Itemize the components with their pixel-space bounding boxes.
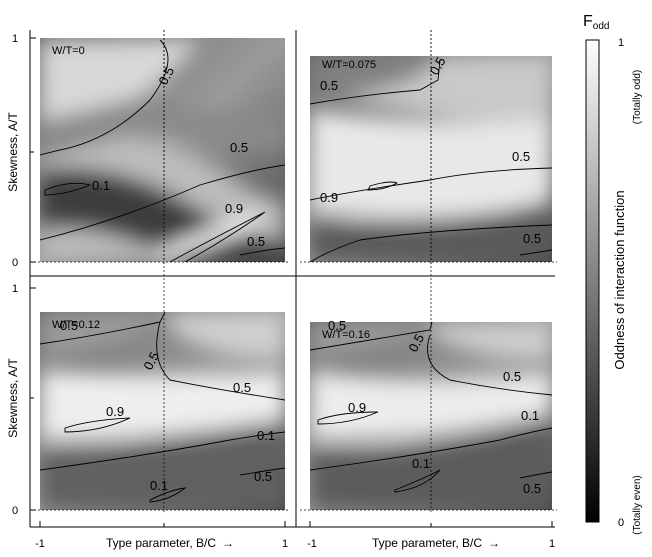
contour-label: 0.5 [155, 64, 177, 87]
x-axis-right: -1 1 Type parameter, B/C → [307, 521, 555, 550]
y-axis-label-top: Skewness, A/T [6, 112, 20, 192]
contour-line [169, 211, 266, 262]
y-axis-label-bottom: Skewness, A/T [6, 358, 20, 438]
colorbar-gradient [585, 39, 600, 523]
contour-label: 0.5 [247, 234, 265, 249]
y-tick-bottom-min: 0 [12, 505, 18, 517]
heatmap-region [170, 312, 285, 360]
contour-line [156, 321, 285, 401]
contour-line [239, 247, 285, 256]
contour-label: 0.9 [225, 201, 243, 216]
heatmap-region [310, 420, 552, 510]
heatmap-region [430, 322, 552, 360]
colorbar-axis-label: Oddness of interaction function [612, 190, 627, 369]
contour-line [40, 312, 166, 345]
contour-label: 0.5 [405, 331, 427, 354]
panel-label: W/T=0.12 [52, 319, 100, 331]
x-tick-right-max: 1 [549, 538, 555, 550]
contour-label: 0.5 [230, 140, 248, 155]
contour-label: 0.9 [348, 400, 366, 415]
x-axis-label-right: Type parameter, B/C → [372, 536, 500, 550]
x-axis-label-left: Type parameter, B/C → [106, 536, 234, 550]
contour-line [40, 431, 285, 471]
y-axis-bottom: 1 0 Skewness, A/T [6, 283, 36, 517]
contour-label: 0.5 [233, 380, 251, 395]
x-axis-left: -1 1 Type parameter, B/C → [35, 521, 288, 550]
y-tick-bottom-max: 1 [12, 283, 18, 295]
contour-line [310, 224, 552, 262]
contour-label: 0.5 [523, 231, 541, 246]
contour-line [44, 182, 92, 196]
heatmap-region [40, 420, 285, 510]
contour-label: 0.1 [412, 456, 430, 471]
colorbar: Fodd 1 0 (Totally odd) (Totally even) Od… [583, 13, 643, 535]
contour-line [310, 427, 552, 471]
contour-label: 0.9 [106, 404, 124, 419]
contour-line [149, 487, 187, 503]
heatmap-region [310, 322, 430, 360]
heatmap-panel: W/T=0.160.50.50.50.90.10.10.5 [300, 30, 557, 514]
heatmap-panel: W/T=0.120.50.50.50.90.10.10.5 [30, 30, 290, 514]
heatmap-region [310, 56, 440, 100]
y-tick-top-max: 1 [12, 33, 18, 45]
x-tick-right-min: -1 [307, 538, 317, 550]
heatmap-region [40, 370, 285, 440]
contour-label: 0.5 [523, 481, 541, 496]
contour-label: 0.1 [521, 408, 539, 423]
contour-line [310, 59, 441, 105]
heatmap-region [40, 90, 285, 160]
contour-line [310, 167, 552, 201]
colorbar-top-note: (Totally odd) [632, 70, 643, 124]
contour-label: 0.5 [328, 318, 346, 333]
panel-label: W/T=0.16 [322, 329, 370, 341]
heatmap-region [40, 312, 170, 360]
colorbar-tick-max: 1 [618, 37, 624, 49]
contour-line [310, 322, 433, 351]
contour-label: 0.1 [150, 478, 168, 493]
heatmap-region [40, 40, 200, 130]
panel-label: W/T=0 [52, 45, 85, 57]
contour-label: 0.5 [503, 369, 521, 384]
contour-line [317, 411, 379, 425]
contour-line [519, 471, 552, 479]
contour-line [239, 467, 285, 476]
contour-label: 0.5 [140, 349, 162, 372]
contour-line [427, 334, 552, 396]
contour-line [394, 469, 441, 493]
x-tick-left-min: -1 [35, 538, 45, 550]
contour-label: 0.1 [257, 428, 275, 443]
contour-label: 0.5 [320, 78, 338, 93]
y-axis-top: 1 0 Skewness, A/T [6, 33, 36, 269]
heatmap-panel: W/T=0 0.5 0.5 0.1 0.9 0.5 [30, 30, 290, 266]
contour-line [64, 417, 131, 433]
frame [29, 30, 555, 528]
contour-line [40, 39, 169, 156]
colorbar-tick-min: 0 [618, 517, 624, 529]
heatmap-region [150, 210, 265, 262]
colorbar-bottom-note: (Totally even) [632, 475, 643, 534]
contour-label: 0.5 [512, 149, 530, 164]
contour-line [367, 181, 398, 191]
y-tick-top-min: 0 [12, 257, 18, 269]
x-tick-left-max: 1 [282, 538, 288, 550]
contour-label: 0.5 [60, 318, 78, 333]
colorbar-title: Fodd [583, 13, 609, 32]
contour-label: 0.1 [92, 178, 110, 193]
contour-label: 0.5 [254, 469, 272, 484]
contour-label: 0.9 [320, 190, 338, 205]
panel-label: W/T=0.075 [322, 59, 376, 71]
contour-line [519, 249, 552, 256]
panels: W/T=0 0.5 0.5 0.1 0.9 0.5 W/T=0.075 0.5 0.5 0.5 0.… [30, 30, 557, 514]
contour-line [40, 164, 285, 241]
